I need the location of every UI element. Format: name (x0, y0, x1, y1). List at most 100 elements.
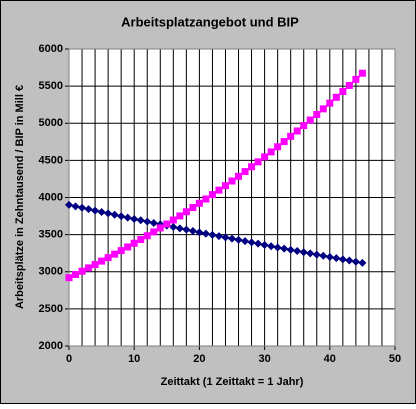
square-marker (339, 87, 347, 95)
square-marker (241, 168, 249, 176)
diamond-marker (169, 222, 178, 231)
diamond-marker (325, 252, 334, 261)
square-marker (235, 172, 243, 180)
diamond-marker (188, 226, 197, 235)
square-marker (124, 243, 132, 251)
square-marker (208, 191, 216, 199)
square-marker (130, 239, 138, 247)
diamond-marker (293, 247, 302, 256)
square-marker (254, 158, 262, 166)
x-tick-label: 20 (193, 353, 205, 365)
square-marker (78, 267, 86, 275)
diamond-marker (319, 251, 328, 260)
square-marker (293, 127, 301, 135)
square-marker (326, 99, 334, 107)
square-marker (332, 93, 340, 101)
square-marker (189, 204, 197, 212)
x-tick-label: 10 (128, 353, 140, 365)
diamond-marker (241, 237, 250, 246)
square-marker (300, 122, 308, 130)
x-tick-label: 0 (66, 353, 72, 365)
y-tick-label: 2000 (39, 340, 63, 352)
square-marker (267, 148, 275, 156)
y-tick-label: 2500 (39, 303, 63, 315)
y-tick-label: 5500 (39, 80, 63, 92)
square-marker (215, 186, 223, 194)
diamond-marker (358, 258, 367, 267)
diamond-marker (182, 225, 191, 234)
square-marker (228, 177, 236, 185)
diamond-marker (195, 228, 204, 237)
y-tick-label: 4000 (39, 191, 63, 203)
square-marker (150, 228, 158, 236)
square-marker (65, 274, 73, 282)
y-tick-label: 3000 (39, 266, 63, 278)
x-tick-label: 30 (258, 353, 270, 365)
square-marker (72, 270, 80, 278)
diamond-marker (345, 256, 354, 265)
diamond-marker (84, 205, 93, 214)
diamond-marker (254, 239, 263, 248)
diamond-marker (130, 214, 139, 223)
square-marker (156, 224, 164, 232)
diamond-marker (273, 243, 282, 252)
x-tick-label: 50 (389, 353, 401, 365)
diamond-marker (221, 233, 230, 242)
diamond-marker (97, 207, 106, 216)
square-marker (163, 220, 171, 228)
diamond-marker (306, 249, 315, 258)
diamond-marker (110, 210, 119, 219)
plot-border (68, 48, 396, 347)
chart-title: Arbeitsplatzangebot und BIP (121, 14, 299, 29)
square-marker (104, 254, 112, 262)
square-marker (248, 163, 256, 171)
diamond-marker (65, 200, 73, 209)
square-marker (280, 138, 288, 146)
diamond-marker (267, 242, 276, 251)
diamond-marker (260, 240, 269, 249)
diamond-marker (214, 232, 223, 241)
square-marker (98, 257, 106, 265)
diamond-marker (234, 235, 243, 244)
diamond-marker (208, 230, 217, 239)
square-marker (319, 105, 327, 113)
square-marker (287, 132, 295, 140)
diamond-marker (136, 216, 145, 225)
square-marker (169, 216, 177, 224)
diamond-marker (91, 206, 100, 215)
square-marker (111, 250, 119, 258)
diamond-marker (143, 217, 152, 226)
square-marker (91, 261, 99, 269)
diamond-marker (299, 248, 308, 257)
diamond-marker (286, 245, 295, 254)
square-marker (143, 232, 151, 240)
square-marker (137, 236, 145, 244)
square-marker (358, 69, 366, 77)
square-marker (195, 199, 203, 207)
diamond-marker (149, 218, 158, 227)
square-marker (261, 153, 269, 161)
diamond-marker (201, 229, 210, 238)
y-tick-label: 4500 (39, 154, 63, 166)
diamond-marker (175, 224, 184, 233)
diamond-marker (312, 250, 321, 259)
diamond-marker (351, 257, 360, 266)
diamond-marker (247, 238, 256, 247)
square-marker (306, 116, 314, 124)
square-marker (221, 182, 229, 190)
diamond-marker (71, 202, 80, 211)
diamond-marker (123, 213, 132, 222)
y-tick-label: 5000 (39, 117, 63, 129)
y-tick-label: 6000 (39, 43, 63, 55)
square-marker (313, 110, 321, 118)
square-marker (176, 212, 184, 220)
x-tick-label: 40 (324, 353, 336, 365)
square-marker (182, 208, 190, 216)
diamond-marker (338, 255, 347, 264)
diamond-marker (280, 244, 289, 253)
diamond-marker (228, 234, 236, 243)
diamond-marker (104, 209, 113, 218)
diamond-marker (117, 212, 126, 221)
y-tick-label: 3500 (39, 229, 63, 241)
